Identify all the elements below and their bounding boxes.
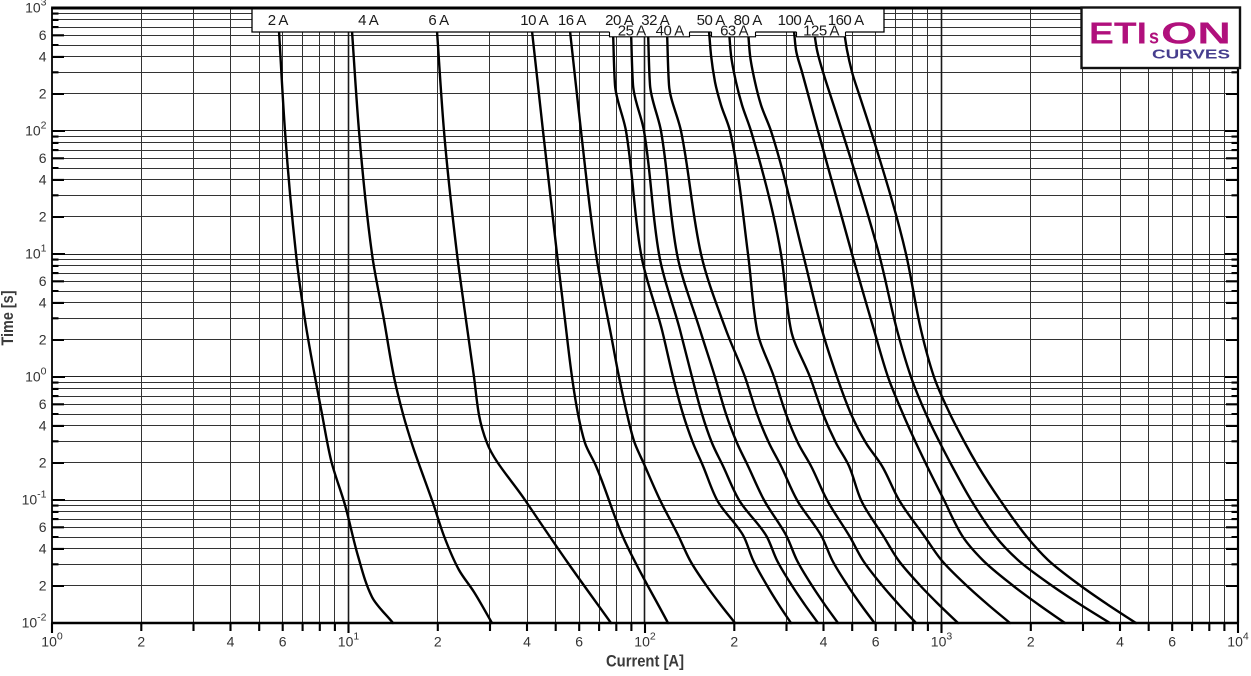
svg-text:6: 6 — [872, 634, 880, 650]
svg-text:ON: ON — [1161, 16, 1231, 51]
svg-text:6: 6 — [39, 396, 47, 412]
svg-text:6: 6 — [39, 27, 47, 43]
svg-text:4: 4 — [1116, 634, 1124, 650]
svg-text:6: 6 — [39, 519, 47, 535]
svg-text:32 A: 32 A — [641, 12, 670, 29]
svg-text:4: 4 — [39, 171, 47, 187]
svg-text:4 A: 4 A — [358, 12, 379, 29]
svg-text:50 A: 50 A — [697, 12, 726, 29]
svg-text:2: 2 — [730, 634, 738, 650]
svg-text:CURVES: CURVES — [1152, 48, 1230, 62]
svg-text:2: 2 — [1027, 634, 1035, 650]
svg-text:2: 2 — [39, 209, 47, 225]
svg-text:6: 6 — [279, 634, 287, 650]
svg-text:4: 4 — [523, 634, 531, 650]
svg-text:2: 2 — [39, 86, 47, 102]
svg-text:2: 2 — [137, 634, 145, 650]
svg-text:ETI: ETI — [1089, 16, 1147, 51]
svg-text:6: 6 — [575, 634, 583, 650]
svg-text:2: 2 — [39, 455, 47, 471]
svg-text:16 A: 16 A — [558, 12, 587, 29]
svg-text:40 A: 40 A — [656, 23, 685, 40]
svg-text:2 A: 2 A — [268, 12, 289, 29]
svg-text:25 A: 25 A — [618, 23, 647, 40]
svg-text:125 A: 125 A — [803, 23, 839, 40]
svg-text:6: 6 — [1168, 634, 1176, 650]
svg-text:100 A: 100 A — [778, 12, 814, 29]
svg-text:6: 6 — [39, 150, 47, 166]
svg-text:Current [A]: Current [A] — [606, 653, 684, 671]
svg-text:4: 4 — [39, 417, 47, 433]
svg-text:80 A: 80 A — [734, 12, 763, 29]
svg-text:6: 6 — [39, 273, 47, 289]
svg-text:6 A: 6 A — [428, 12, 449, 29]
svg-text:2: 2 — [39, 332, 47, 348]
svg-text:20 A: 20 A — [605, 12, 634, 29]
svg-text:160 A: 160 A — [828, 12, 864, 29]
svg-text:2: 2 — [39, 578, 47, 594]
svg-text:4: 4 — [820, 634, 828, 650]
svg-text:Time [s]: Time [s] — [0, 291, 17, 346]
svg-text:10 A: 10 A — [520, 12, 549, 29]
svg-text:2: 2 — [434, 634, 442, 650]
svg-text:4: 4 — [39, 540, 47, 556]
svg-text:63 A: 63 A — [720, 23, 749, 40]
svg-text:4: 4 — [227, 634, 235, 650]
svg-text:4: 4 — [39, 48, 47, 64]
svg-text:s: s — [1149, 27, 1159, 49]
svg-text:4: 4 — [39, 294, 47, 310]
